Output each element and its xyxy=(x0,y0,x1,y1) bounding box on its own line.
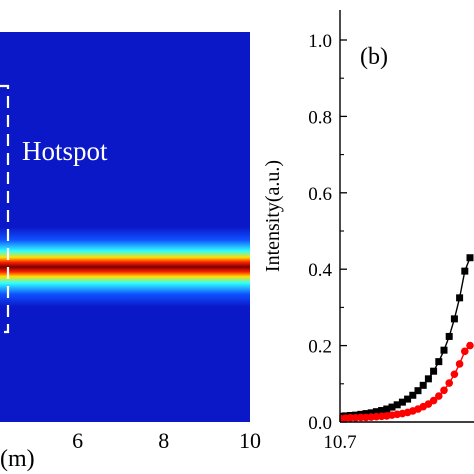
y-tick-label: 0.0 xyxy=(308,413,332,434)
heatmap-x-tick-label: 8 xyxy=(158,428,169,453)
y-axis: 0.0 0.2 0.4 0.6 0.8 1.0 xyxy=(308,31,347,434)
data-point-circle xyxy=(455,360,464,368)
data-point-square xyxy=(466,254,474,262)
data-point-square xyxy=(461,267,469,275)
heatmap-x-axis-label: n(m) xyxy=(0,446,35,472)
data-point-circle xyxy=(440,386,448,395)
data-point-square xyxy=(450,315,458,323)
y-tick-label: 0.4 xyxy=(308,260,332,281)
data-point-square xyxy=(430,367,438,375)
data-point-circle xyxy=(466,341,474,350)
data-point-square xyxy=(409,391,417,399)
data-point-circle xyxy=(346,413,355,422)
data-point-circle xyxy=(429,396,438,405)
y-tick-label: 0.6 xyxy=(308,184,332,205)
data-point-square xyxy=(440,346,448,354)
data-point-square xyxy=(388,403,396,411)
data-point-square xyxy=(435,358,443,366)
y-tick-label: 0.8 xyxy=(308,107,332,128)
data-point-square xyxy=(398,398,406,406)
heatmap-x-tick-label: 10 xyxy=(239,428,261,453)
data-series xyxy=(340,254,474,422)
x-tick-label: 10.7 xyxy=(323,432,356,453)
data-point-square xyxy=(372,408,380,416)
data-point-circle xyxy=(357,413,365,422)
intensity-chart: Intensity(a.u.) 0.00.20.40.60.81.0 10.7 … xyxy=(262,10,474,453)
heatmap-band xyxy=(0,227,250,307)
data-point-circle xyxy=(445,379,454,387)
data-point-square xyxy=(404,395,412,403)
heatmap-x-axis: 6 8 10 xyxy=(72,428,261,453)
data-point-square xyxy=(456,294,464,302)
y-tick-label: 1.0 xyxy=(308,31,332,52)
data-point-circle xyxy=(461,347,469,356)
y-axis-label: Intensity(a.u.) xyxy=(262,160,284,272)
data-point-square xyxy=(367,409,375,417)
data-point-circle xyxy=(450,370,459,379)
data-point-square xyxy=(419,381,427,389)
data-point-square xyxy=(414,387,422,395)
heatmap-panel: Hotspot 6 8 10 n(m) xyxy=(0,32,261,472)
data-point-square xyxy=(362,410,370,418)
data-point-circle xyxy=(435,392,443,400)
data-point-square xyxy=(424,375,432,383)
data-point-square xyxy=(393,401,401,409)
heatmap-x-tick-label: 6 xyxy=(72,428,83,453)
data-point-square xyxy=(378,407,386,415)
y-tick-label: 0.2 xyxy=(308,337,332,358)
data-point-square xyxy=(445,332,453,340)
data-point-square xyxy=(383,405,391,413)
panel-label-b: (b) xyxy=(360,44,388,70)
hotspot-label: Hotspot xyxy=(22,136,108,166)
